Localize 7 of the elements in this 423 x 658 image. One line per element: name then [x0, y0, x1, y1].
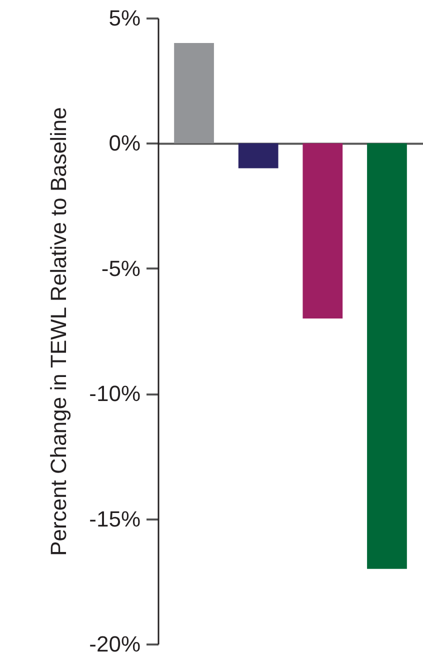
y-tick-label: -10%: [89, 381, 140, 406]
y-tick-label: -5%: [101, 256, 140, 281]
y-tick-label: 5%: [108, 6, 140, 30]
y-tick-label: -15%: [89, 506, 140, 532]
y-tick-label: -20%: [89, 632, 140, 656]
y-axis-title: Percent Change in TEWL Relative to Baseline: [46, 107, 72, 556]
y-tick-label: 0%: [108, 130, 140, 156]
